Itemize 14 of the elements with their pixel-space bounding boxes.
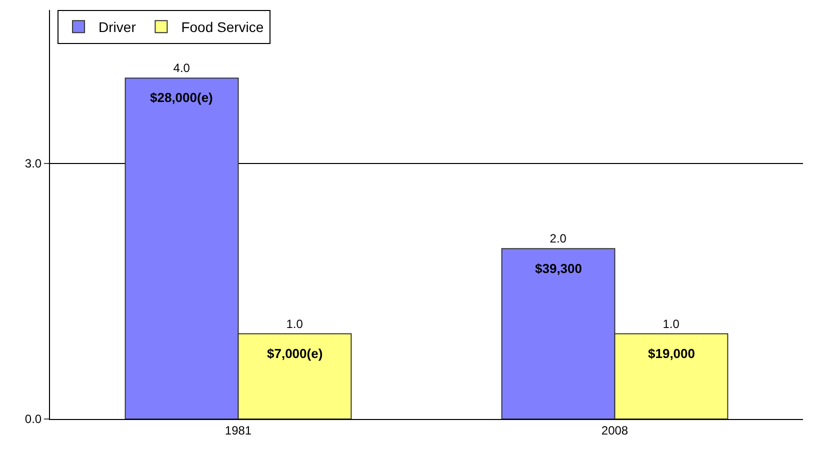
y-tick-label: 3.0 [24, 156, 42, 171]
data-label: 1.0 [286, 316, 304, 331]
annotation: $19,000 [648, 346, 695, 361]
annotation: $39,300 [535, 261, 582, 276]
data-label: 1.0 [662, 316, 680, 331]
annotation: $28,000(e) [150, 90, 213, 105]
legend-label: Driver [98, 19, 136, 36]
data-label: 2.0 [550, 232, 567, 246]
x-tick-label: 2008 [601, 423, 628, 438]
data-label: 4.0 [173, 61, 190, 76]
y-tick-label: 0.0 [24, 412, 42, 426]
legend-label: Food Service [181, 19, 264, 36]
annotation: $7,000(e) [267, 346, 323, 361]
x-tick-label: 1981 [224, 423, 252, 438]
